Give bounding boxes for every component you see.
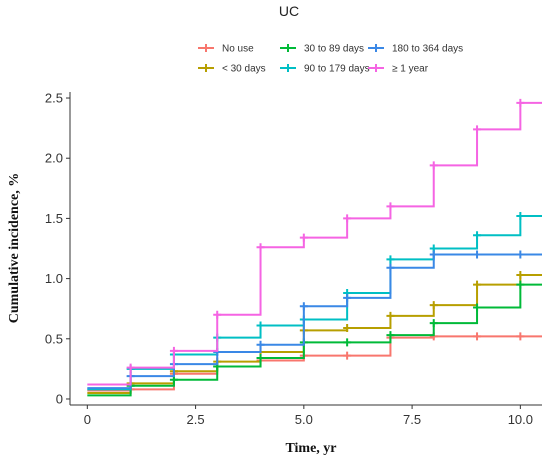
censor-mark: [386, 263, 395, 272]
legend-item: 180 to 364 days: [368, 44, 463, 55]
legend-label: 90 to 179 days: [304, 64, 370, 75]
censor-mark: [343, 338, 352, 347]
y-tick-label: 1.5: [45, 211, 63, 226]
x-tick-label: 5.0: [295, 412, 313, 427]
censor-mark: [429, 319, 438, 328]
censor-mark: [299, 233, 308, 242]
censor-mark: [473, 231, 482, 240]
censor-mark: [516, 332, 525, 341]
censor-mark: [473, 303, 482, 312]
censor-mark: [386, 202, 395, 211]
censor-mark: [256, 243, 265, 252]
censor-mark: [343, 351, 352, 360]
censor-mark: [516, 280, 525, 289]
x-axis-label: Time, yr: [285, 441, 336, 456]
censor-mark: [343, 323, 352, 332]
legend-label: 30 to 89 days: [304, 44, 364, 55]
censor-mark: [386, 331, 395, 340]
censor-mark: [429, 161, 438, 170]
censor-mark: [169, 346, 178, 355]
censor-mark: [386, 255, 395, 264]
series--30-days: [87, 270, 542, 394]
censor-mark: [429, 301, 438, 310]
x-tick-label: 10.0: [508, 412, 533, 427]
censor-mark: [126, 363, 135, 372]
series--1-year: [87, 98, 542, 386]
y-tick-label: 2.5: [45, 91, 63, 106]
legend-item: ≥ 1 year: [368, 64, 429, 75]
y-tick-label: 0.5: [45, 331, 63, 346]
censor-mark: [473, 280, 482, 289]
y-axis-label: Cumulative incidence, %: [7, 173, 22, 324]
legend-label: ≥ 1 year: [392, 64, 429, 75]
censor-mark: [299, 302, 308, 311]
series-line: [87, 214, 542, 391]
chart-title: UC: [279, 3, 299, 19]
series-line: [87, 283, 542, 397]
censor-mark: [386, 311, 395, 320]
censor-mark: [516, 270, 525, 279]
series-line: [87, 101, 542, 386]
x-tick-label: 0: [84, 412, 91, 427]
censor-mark: [516, 98, 525, 107]
censor-mark: [256, 340, 265, 349]
censor-mark: [256, 354, 265, 363]
series-30-to-89-days: [87, 280, 542, 397]
censor-mark: [473, 332, 482, 341]
legend-label: No use: [222, 44, 254, 55]
legend: No use < 30 days 30 to 89 days 90 to 179 da…: [198, 44, 463, 75]
censor-mark: [516, 250, 525, 259]
censor-mark: [343, 293, 352, 302]
censor-mark: [473, 250, 482, 259]
x-tick-label: 2.5: [187, 412, 205, 427]
y-tick-label: 1.0: [45, 271, 63, 286]
legend-item: No use: [198, 44, 254, 55]
legend-label: 180 to 364 days: [392, 44, 463, 55]
y-tick-label: 2.0: [45, 151, 63, 166]
axes: 0 0.5 1.0 1.5 2.0 2.5 0 2.5 5.0 7.5 10.0: [45, 91, 542, 427]
legend-item: < 30 days: [198, 64, 266, 75]
legend-item: 90 to 179 days: [280, 64, 370, 75]
censor-mark: [343, 214, 352, 223]
censor-mark: [473, 125, 482, 134]
plot-area: [87, 98, 542, 397]
censor-mark: [213, 310, 222, 319]
censor-mark: [256, 321, 265, 330]
y-tick-label: 0: [56, 391, 63, 406]
legend-label: < 30 days: [222, 64, 266, 75]
x-tick-label: 7.5: [403, 412, 421, 427]
legend-item: 30 to 89 days: [280, 44, 364, 55]
censor-mark: [429, 250, 438, 259]
censor-mark: [516, 211, 525, 220]
